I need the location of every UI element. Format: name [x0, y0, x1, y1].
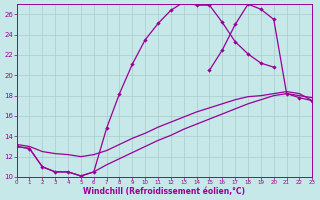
- X-axis label: Windchill (Refroidissement éolien,°C): Windchill (Refroidissement éolien,°C): [84, 187, 245, 196]
